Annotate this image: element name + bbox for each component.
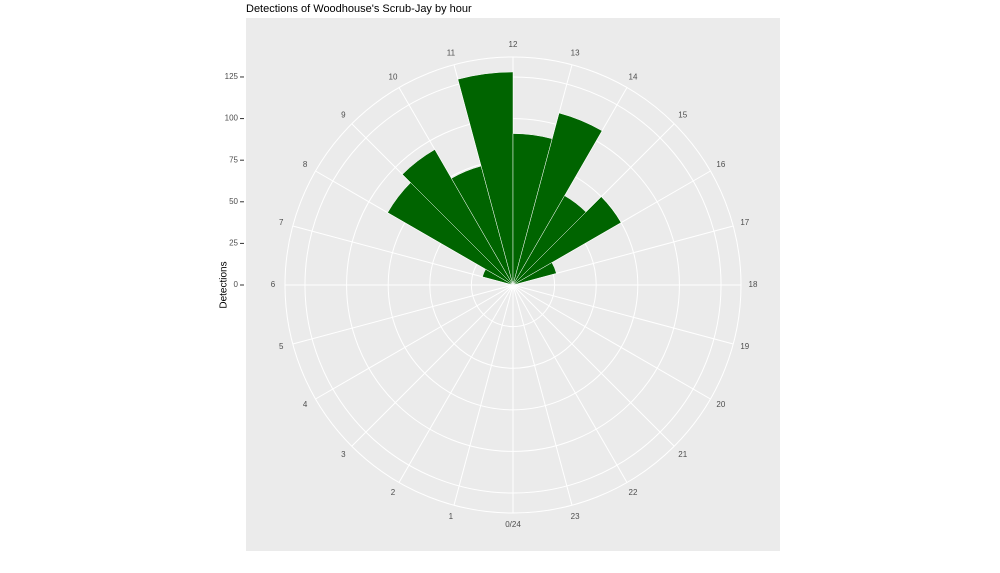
x-tick-label: 4 — [303, 400, 308, 409]
bar — [512, 262, 557, 286]
bar — [512, 112, 603, 286]
plot: 0/24123456789101112131415161718192021222… — [225, 40, 758, 529]
x-tick-label: 1 — [449, 512, 454, 521]
x-tick-label: 20 — [716, 400, 725, 409]
grid-spoke — [315, 284, 514, 400]
x-tick-label: 17 — [740, 218, 749, 227]
grid-spoke — [512, 284, 628, 483]
x-tick-label: 0/24 — [505, 520, 521, 529]
x-tick-label: 6 — [271, 280, 276, 289]
grid-spoke — [292, 225, 514, 286]
grid-spoke — [453, 284, 514, 506]
x-tick-label: 5 — [279, 342, 284, 351]
y-tick-label: 50 — [229, 197, 238, 206]
x-tick-label: 8 — [303, 160, 308, 169]
x-tick-label: 7 — [279, 218, 284, 227]
x-tick-label: 9 — [341, 110, 346, 119]
x-tick-label: 13 — [571, 48, 580, 57]
x-tick-label: 22 — [629, 488, 638, 497]
x-tick-label: 21 — [678, 450, 687, 459]
x-tick-label: 19 — [740, 342, 749, 351]
grid-spoke — [512, 284, 675, 447]
x-tick-label: 23 — [571, 512, 580, 521]
y-axis-label: Detections — [219, 261, 230, 308]
x-tick-label: 10 — [389, 72, 398, 81]
chart-title: Detections of Woodhouse's Scrub-Jay by h… — [246, 3, 472, 15]
x-tick-label: 11 — [447, 48, 456, 57]
grid-spoke — [292, 284, 514, 345]
bar — [402, 149, 514, 286]
grid-spoke — [351, 284, 514, 447]
grid-spoke — [512, 284, 711, 400]
bar — [457, 71, 514, 286]
grid-spoke — [512, 284, 573, 506]
x-tick-label: 2 — [391, 488, 396, 497]
y-tick-label: 25 — [229, 239, 238, 248]
y-tick-label: 125 — [225, 72, 239, 81]
x-tick-label: 15 — [678, 110, 687, 119]
bar — [512, 196, 622, 286]
y-tick-label: 100 — [225, 114, 239, 123]
x-tick-label: 3 — [341, 450, 346, 459]
grid-spoke — [512, 284, 734, 345]
grid-spoke — [398, 284, 514, 483]
x-tick-label: 16 — [716, 160, 725, 169]
x-tick-label: 18 — [749, 280, 758, 289]
x-tick-label: 12 — [509, 40, 518, 49]
y-tick-label: 0 — [234, 280, 239, 289]
y-tick-label: 75 — [229, 155, 238, 164]
x-tick-label: 14 — [629, 72, 638, 81]
